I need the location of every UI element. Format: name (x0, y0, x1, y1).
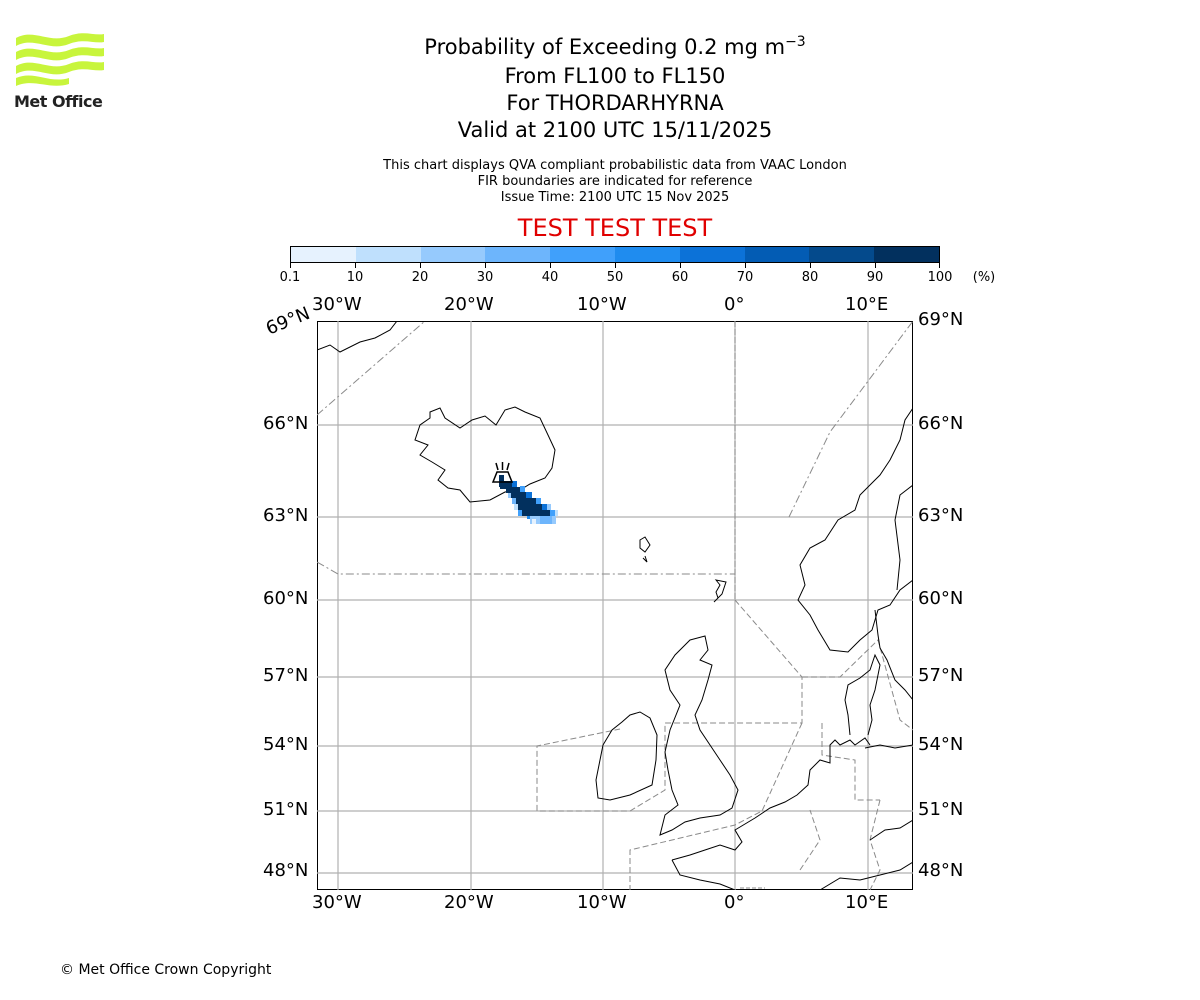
map-panel[interactable] (316, 320, 913, 890)
colorbar-bin (355, 247, 421, 262)
colorbar-label: 80 (801, 270, 819, 285)
colorbar-tick (485, 263, 486, 268)
colorbar-bin (809, 247, 875, 262)
lon-label-top: 10°W (577, 294, 627, 315)
colorbar-label: 30 (476, 270, 494, 285)
title-volcano: For THORDARHYRNA (506, 91, 724, 115)
lat-label-right: 51°N (918, 799, 964, 820)
subtitle-description: This chart displays QVA compliant probab… (383, 158, 847, 173)
colorbar-label: 70 (736, 270, 754, 285)
lon-label-top: 0° (724, 294, 745, 315)
lon-label-top: 10°E (845, 294, 889, 315)
met-office-waves-icon (16, 33, 104, 86)
colorbar-unit: (%) (972, 270, 996, 285)
lat-label-right: 60°N (918, 588, 964, 609)
logo-text: Met Office (14, 92, 103, 111)
lat-label-left: 69°N (263, 303, 313, 340)
fir-boundaries (316, 320, 913, 890)
map-canvas (316, 320, 913, 890)
title-superscript: −3 (785, 34, 806, 50)
lat-label-left: 60°N (263, 588, 309, 609)
volcano-icon (491, 461, 513, 483)
colorbar-label: 40 (541, 270, 559, 285)
colorbar-label: 0.1 (279, 270, 301, 285)
copyright-notice: © Met Office Crown Copyright (60, 962, 272, 978)
lon-label-top: 20°W (444, 294, 494, 315)
lon-label-bottom: 0° (724, 892, 745, 913)
colorbar-tick (615, 263, 616, 268)
title-valid-time: Valid at 2100 UTC 15/11/2025 (457, 118, 773, 142)
colorbar-tick (875, 263, 876, 268)
subtitle-fir-note: FIR boundaries are indicated for referen… (477, 174, 753, 189)
lat-label-left: 54°N (263, 734, 309, 755)
subtitle-issue-time: Issue Time: 2100 UTC 15 Nov 2025 (500, 190, 730, 205)
title-main: Probability of Exceeding 0.2 mg m (424, 35, 786, 59)
lat-label-right: 48°N (918, 860, 964, 881)
colorbar-tick (680, 263, 681, 268)
coastlines (316, 320, 913, 890)
colorbar-tick (290, 263, 291, 268)
lat-label-right: 69°N (918, 309, 964, 330)
lat-label-right: 66°N (918, 413, 964, 434)
title-flight-levels: From FL100 to FL150 (504, 64, 726, 88)
colorbar-tick (939, 263, 940, 268)
lat-label-left: 63°N (263, 505, 309, 526)
colorbar-tick (355, 263, 356, 268)
colorbar-label: 90 (866, 270, 884, 285)
lon-label-bottom: 30°W (312, 892, 362, 913)
lon-label-bottom: 10°E (845, 892, 889, 913)
lon-label-top: 30°W (312, 294, 362, 315)
lat-label-right: 57°N (918, 665, 964, 686)
colorbar-bin (291, 247, 356, 262)
lat-label-left: 51°N (263, 799, 309, 820)
colorbar-bin (679, 247, 745, 262)
colorbar-bin (614, 247, 680, 262)
colorbar-label: 20 (411, 270, 429, 285)
colorbar-bin (420, 247, 486, 262)
colorbar-tick (550, 263, 551, 268)
lat-label-right: 63°N (918, 505, 964, 526)
colorbar-label: 60 (671, 270, 689, 285)
lat-label-left: 66°N (263, 413, 309, 434)
colorbar-label: 50 (606, 270, 624, 285)
met-office-logo (14, 30, 106, 112)
colorbar-bin (485, 247, 551, 262)
colorbar-bin (874, 247, 939, 262)
ash-plume (498, 474, 558, 524)
lat-label-left: 48°N (263, 860, 309, 881)
chart-title: Probability of Exceeding 0.2 mg m−3 (0, 29, 1200, 61)
lat-label-right: 54°N (918, 734, 964, 755)
colorbar-label: 10 (346, 270, 364, 285)
lon-label-bottom: 20°W (444, 892, 494, 913)
colorbar-tick (810, 263, 811, 268)
colorbar (290, 246, 940, 263)
colorbar-tick (420, 263, 421, 268)
test-banner: TEST TEST TEST (517, 214, 713, 242)
colorbar-label: 100 (927, 270, 953, 285)
graticule (316, 320, 913, 890)
lat-label-left: 57°N (263, 665, 309, 686)
lon-label-bottom: 10°W (577, 892, 627, 913)
colorbar-tick (745, 263, 746, 268)
colorbar-bin (744, 247, 810, 262)
colorbar-bin (550, 247, 615, 262)
